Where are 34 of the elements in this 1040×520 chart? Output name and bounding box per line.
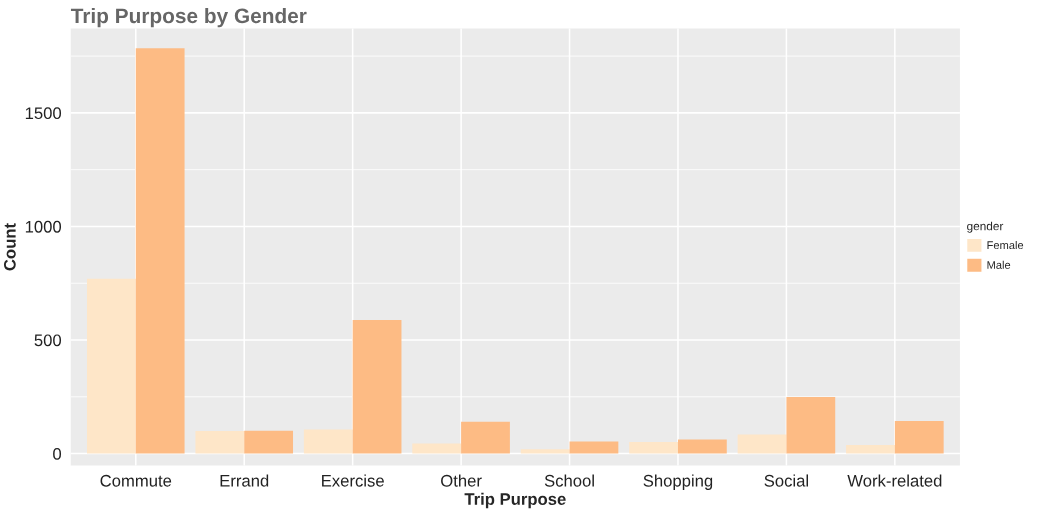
bar: [352, 320, 402, 454]
x-tick-label: Errand: [220, 474, 269, 487]
x-tick-label: Social: [764, 474, 808, 487]
bar: [786, 397, 836, 454]
bar: [412, 443, 462, 454]
bar: [244, 430, 294, 454]
bar: [195, 431, 245, 454]
bar: [894, 421, 944, 454]
bar: [86, 278, 136, 454]
x-tick-label: Exercise: [322, 474, 384, 487]
bar: [303, 429, 353, 454]
x-axis-title: Trip Purpose: [464, 492, 566, 509]
y-tick-label: 1000: [25, 220, 62, 233]
y-tick-label: 0: [53, 447, 62, 460]
chart-title: Trip Purpose by Gender: [70, 7, 307, 28]
x-tick-label: School: [544, 474, 594, 487]
legend-label: Female: [987, 240, 1024, 250]
bar: [677, 439, 727, 454]
bar: [629, 442, 678, 454]
x-tick-label: Work-related: [847, 474, 942, 487]
y-axis-title: Count: [3, 223, 16, 271]
legend-title: gender: [967, 221, 1004, 233]
legend-label: Male: [987, 260, 1011, 269]
bar: [135, 48, 185, 454]
bar: [569, 441, 619, 454]
bar: [520, 449, 570, 454]
y-tick-label: 500: [34, 334, 62, 347]
bar: [737, 434, 787, 454]
x-tick-label: Other: [441, 474, 482, 487]
bar: [461, 421, 510, 454]
x-tick-label: Shopping: [643, 474, 713, 490]
y-tick-label: 1500: [25, 107, 62, 120]
x-tick-label: Commute: [100, 474, 172, 487]
bar: [846, 444, 895, 454]
